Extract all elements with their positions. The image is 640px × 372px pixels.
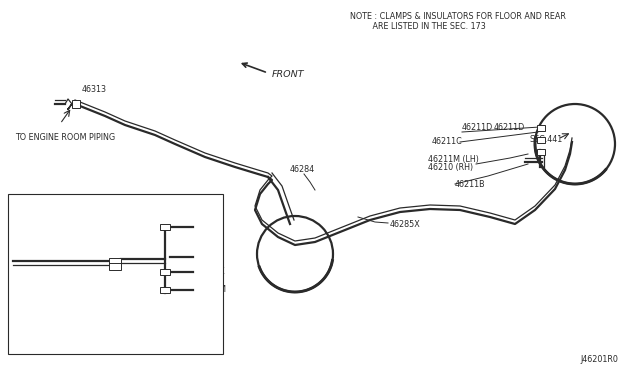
Text: SEC.441: SEC.441 — [530, 135, 563, 144]
Bar — [537, 125, 545, 131]
Text: ARE LISTED IN THE SEC. 173: ARE LISTED IN THE SEC. 173 — [350, 22, 486, 31]
Text: TO ENGINE ROOM PIPING: TO ENGINE ROOM PIPING — [15, 133, 115, 142]
Text: 46288M: 46288M — [16, 282, 48, 292]
Bar — [160, 269, 170, 275]
Text: 46284: 46284 — [290, 165, 315, 174]
Text: 46211D: 46211D — [462, 123, 493, 132]
Text: J46201R0: J46201R0 — [580, 355, 618, 364]
Text: NOTE : CLAMPS & INSULATORS FOR FLOOR AND REAR: NOTE : CLAMPS & INSULATORS FOR FLOOR AND… — [350, 12, 566, 21]
Text: 46210: 46210 — [195, 222, 220, 231]
Text: 46284: 46284 — [50, 251, 75, 260]
Text: 46313: 46313 — [82, 85, 107, 94]
Text: 46211B: 46211B — [455, 180, 486, 189]
Text: DETAIL OF TUBE PIPING: DETAIL OF TUBE PIPING — [16, 337, 109, 346]
Text: 46284: 46284 — [195, 253, 220, 262]
Bar — [72, 100, 80, 108]
Bar — [109, 258, 121, 270]
Bar — [160, 287, 170, 293]
Bar — [537, 149, 545, 155]
Text: 46210 (RH): 46210 (RH) — [428, 163, 473, 172]
Text: 46313: 46313 — [50, 275, 75, 283]
Text: 46211D: 46211D — [494, 123, 525, 132]
Text: FRONT: FRONT — [272, 70, 305, 79]
Text: 46285X: 46285X — [195, 267, 226, 276]
Bar — [537, 137, 545, 143]
Text: 46285X: 46285X — [390, 220, 420, 229]
Bar — [8, 194, 223, 354]
Text: 46211C: 46211C — [432, 137, 463, 146]
Text: 46211M (LH): 46211M (LH) — [428, 155, 479, 164]
Bar — [160, 224, 170, 230]
Text: 46282: 46282 — [16, 251, 41, 260]
Text: 46211M: 46211M — [195, 285, 227, 295]
Text: 46285X: 46285X — [63, 264, 93, 273]
